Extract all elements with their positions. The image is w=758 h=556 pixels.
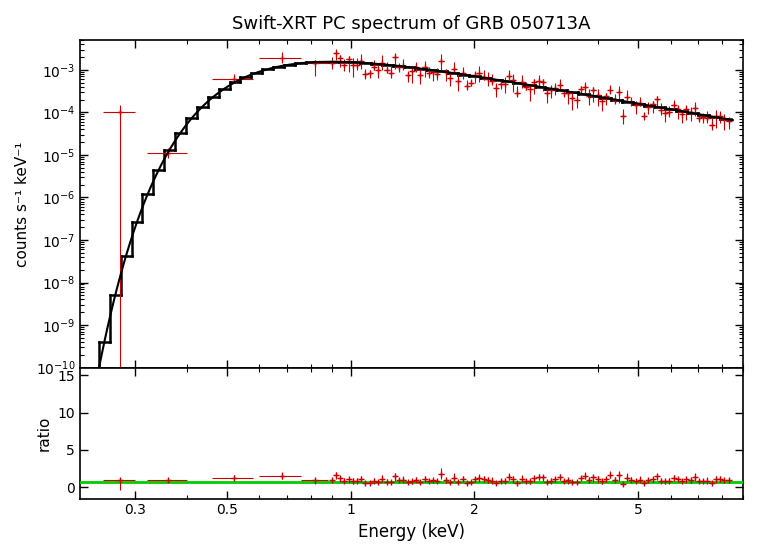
X-axis label: Energy (keV): Energy (keV) <box>358 523 465 541</box>
Title: Swift-XRT PC spectrum of GRB 050713A: Swift-XRT PC spectrum of GRB 050713A <box>232 15 590 33</box>
Y-axis label: counts s⁻¹ keV⁻¹: counts s⁻¹ keV⁻¹ <box>15 141 30 266</box>
Y-axis label: ratio: ratio <box>37 415 52 451</box>
